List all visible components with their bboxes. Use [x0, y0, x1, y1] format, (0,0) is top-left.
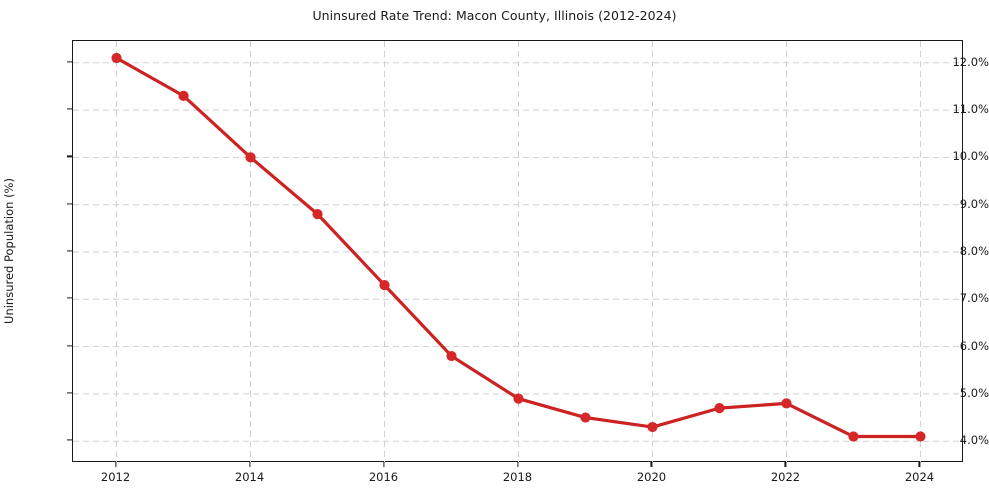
data-point-marker[interactable]	[580, 412, 591, 423]
y-tick-mark	[67, 155, 72, 157]
y-tick-label: 12.0%	[952, 54, 989, 69]
y-tick-mark	[67, 203, 72, 205]
plot-area	[72, 40, 964, 463]
trend-line	[114, 56, 923, 439]
y-tick-label: 11.0%	[952, 102, 989, 117]
data-point-marker[interactable]	[781, 398, 792, 409]
x-tick-label: 2018	[502, 470, 533, 484]
y-tick-mark	[67, 392, 72, 394]
chart-title: Uninsured Rate Trend: Macon County, Illi…	[312, 8, 677, 23]
y-axis-label: Uninsured Population (%)	[2, 178, 16, 324]
uninsured-rate-series	[111, 52, 926, 442]
y-tick-label: 9.0%	[959, 196, 989, 211]
y-tick-label: 8.0%	[959, 244, 989, 258]
y-tick-mark	[67, 297, 72, 299]
y-tick-mark	[67, 61, 72, 63]
data-point-marker[interactable]	[312, 209, 323, 220]
data-point-marker[interactable]	[245, 152, 256, 163]
data-point-marker[interactable]	[647, 421, 658, 433]
y-tick-mark	[67, 250, 72, 252]
y-tick-label: 10.0%	[952, 149, 989, 164]
data-point-marker[interactable]	[178, 90, 189, 101]
x-tick-label: 2024	[904, 470, 935, 484]
x-tick-label: 2014	[234, 470, 265, 484]
data-point-marker[interactable]	[111, 52, 122, 64]
data-point-marker[interactable]	[513, 393, 524, 404]
y-tick-mark	[67, 108, 72, 110]
x-tick-label: 2022	[770, 470, 801, 484]
data-point-marker[interactable]	[714, 403, 725, 414]
grid-lines	[73, 41, 964, 463]
x-tick-label: 2012	[100, 470, 131, 484]
y-tick-label: 6.0%	[959, 338, 989, 353]
y-tick-mark	[67, 345, 72, 347]
y-tick-mark	[67, 439, 72, 441]
data-point-marker[interactable]	[446, 350, 457, 362]
data-point-marker[interactable]	[379, 280, 390, 291]
y-tick-label: 5.0%	[959, 385, 989, 400]
y-tick-label: 7.0%	[959, 291, 989, 306]
data-point-marker[interactable]	[915, 431, 926, 442]
y-tick-label: 4.0%	[959, 433, 989, 448]
data-point-marker[interactable]	[848, 431, 859, 442]
x-tick-label: 2020	[636, 470, 667, 484]
x-tick-label: 2016	[368, 470, 399, 484]
